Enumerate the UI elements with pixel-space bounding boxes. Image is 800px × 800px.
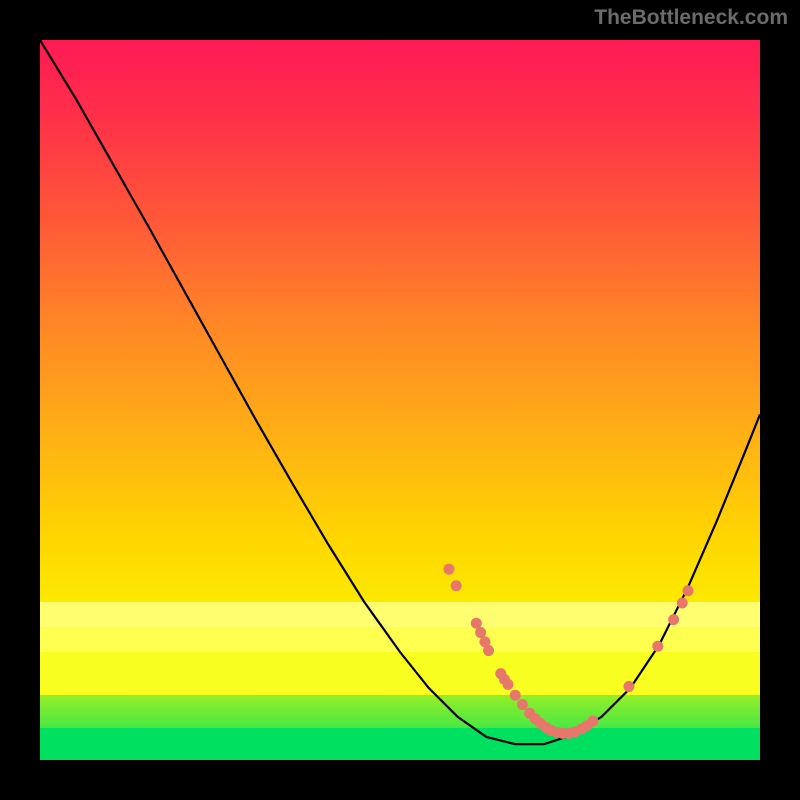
curve-marker bbox=[510, 690, 521, 701]
chart-plot-area bbox=[40, 40, 760, 760]
watermark-text: TheBottleneck.com bbox=[594, 6, 788, 30]
curve-marker bbox=[677, 598, 688, 609]
curve-marker bbox=[587, 716, 598, 727]
bottleneck-curve bbox=[40, 40, 760, 760]
curve-marker bbox=[483, 645, 494, 656]
curve-marker bbox=[652, 641, 663, 652]
curve-marker bbox=[517, 699, 528, 710]
curve-marker bbox=[683, 585, 694, 596]
curve-marker bbox=[623, 681, 634, 692]
curve-marker bbox=[503, 679, 514, 690]
curve-marker bbox=[475, 627, 486, 638]
curve-markers bbox=[443, 564, 693, 739]
curve-marker bbox=[471, 618, 482, 629]
curve-marker bbox=[668, 614, 679, 625]
curve-marker bbox=[443, 564, 454, 575]
curve-marker bbox=[451, 580, 462, 591]
